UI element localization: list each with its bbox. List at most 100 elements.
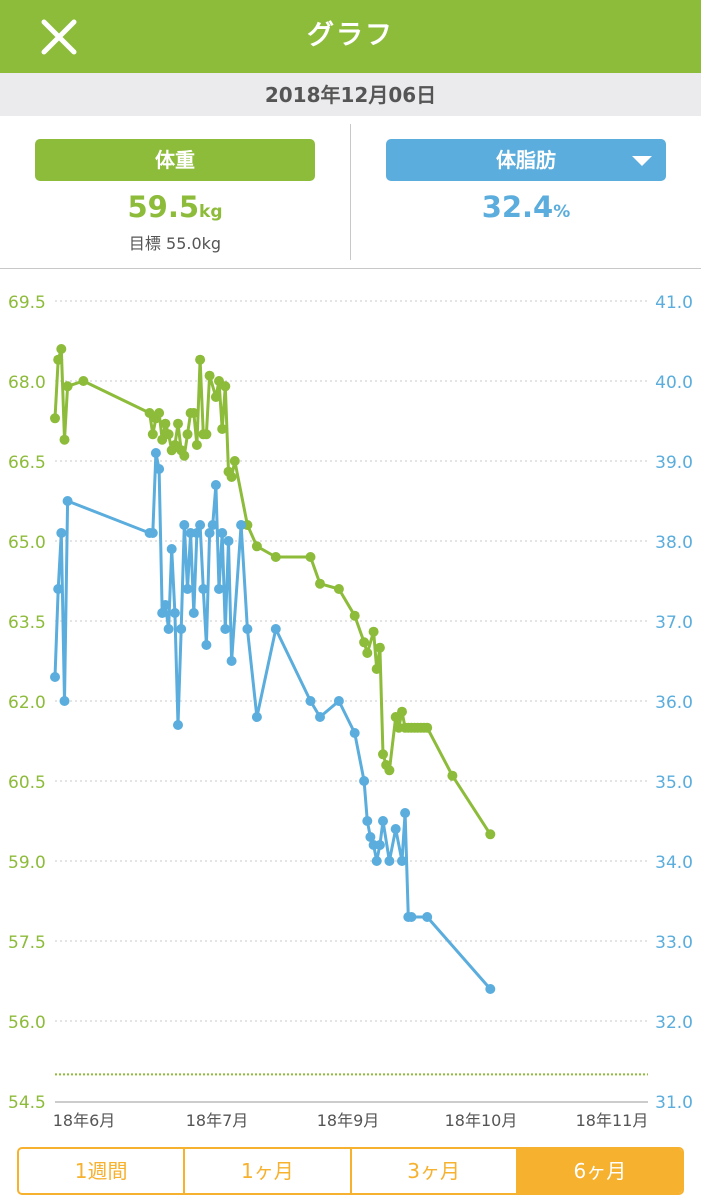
bodyfat-value: 32.4% (351, 190, 701, 224)
weight-data-point (160, 418, 171, 429)
bodyfat-data-point (400, 808, 411, 818)
weight-data-point (56, 344, 67, 354)
bodyfat-data-point (236, 520, 247, 530)
weight-data-point (270, 552, 281, 562)
y-right-tick-label: 37.0 (655, 613, 693, 633)
close-icon (41, 19, 77, 55)
bodyfat-data-point (349, 728, 360, 738)
weight-data-point (378, 749, 388, 760)
y-right-tick-label: 38.0 (655, 533, 693, 553)
weight-data-point (201, 429, 212, 440)
bodyfat-data-point (50, 672, 60, 682)
y-right-tick-label: 34.0 (655, 853, 693, 873)
y-right-tick-label: 35.0 (655, 773, 693, 793)
bodyfat-data-point (220, 624, 231, 634)
weight-data-point (251, 541, 262, 552)
weight-unit: kg (199, 202, 223, 222)
tab-6-months[interactable]: 6ヶ月 (517, 1149, 682, 1193)
x-tick-label: 18年10月 (445, 1111, 518, 1130)
weight-data-point (333, 584, 344, 594)
bodyfat-data-point (204, 528, 215, 538)
y-left-tick-label: 62.0 (8, 693, 46, 713)
y-right-tick-label: 32.0 (655, 1013, 693, 1033)
bodyfat-data-point (210, 480, 221, 490)
date-bar: 2018年12月06日 (0, 73, 701, 116)
bodyfat-data-point (150, 448, 161, 458)
weight-data-point (195, 354, 206, 365)
bodyfat-data-point (53, 584, 64, 594)
y-left-tick-label: 65.0 (8, 533, 46, 553)
y-left-tick-label: 68.0 (8, 373, 46, 393)
panel-divider (350, 124, 351, 260)
weight-data-point (362, 648, 373, 658)
bodyfat-data-point (217, 528, 228, 538)
bodyfat-data-point (359, 776, 370, 786)
bodyfat-data-point (173, 720, 183, 730)
close-button[interactable] (38, 16, 80, 58)
bodyfat-data-point (422, 912, 433, 922)
weight-data-point (422, 722, 433, 733)
y-left-tick-label: 66.5 (8, 453, 46, 473)
weight-data-point (371, 664, 382, 674)
bodyfat-data-point (270, 624, 281, 634)
weight-data-point (53, 354, 64, 365)
bodyfat-data-point (157, 608, 168, 618)
section-divider (0, 268, 701, 269)
bodyfat-data-point (179, 520, 190, 530)
y-right-tick-label: 36.0 (655, 693, 693, 713)
bodyfat-data-point (166, 544, 177, 554)
bodyfat-data-point (198, 584, 209, 594)
bodyfat-data-point (195, 520, 206, 530)
y-right-tick-label: 40.0 (655, 373, 693, 393)
y-left-tick-label: 59.0 (8, 853, 46, 873)
bodyfat-data-point (59, 696, 70, 706)
weight-data-point (59, 434, 70, 445)
bodyfat-data-point (207, 520, 218, 530)
y-left-tick-label: 69.5 (8, 293, 46, 313)
weight-data-point (50, 413, 60, 424)
weight-data-point (384, 765, 395, 776)
weight-data-point (154, 408, 165, 418)
bodyfat-data-point (315, 712, 325, 722)
x-tick-label: 18年9月 (317, 1111, 380, 1130)
y-left-tick-label: 54.5 (8, 1093, 46, 1113)
weight-bodyfat-chart: 69.5 41.0 68.0 40.0 66.5 39.0 65.0 38.0 63.5 37.0… (8, 293, 693, 1130)
x-tick-label: 18年6月 (53, 1111, 116, 1130)
bodyfat-data-point (188, 608, 199, 618)
weight-data-point (229, 456, 240, 466)
weight-value: 59.5kg (0, 190, 350, 224)
bodyfat-panel: 体脂肪 32.4% (351, 116, 701, 268)
bodyfat-data-point (485, 984, 496, 994)
bodyfat-selector-button[interactable]: 体脂肪 (386, 139, 666, 181)
bodyfat-selector-label: 体脂肪 (496, 148, 556, 172)
y-right-tick-label: 39.0 (655, 453, 693, 473)
bodyfat-data-point (371, 856, 382, 866)
weight-data-point (220, 381, 231, 392)
period-tabs: 1週間 1ヶ月 3ヶ月 6ヶ月 (17, 1147, 684, 1195)
chevron-down-icon (632, 156, 652, 166)
weight-selector-button[interactable]: 体重 (35, 139, 315, 181)
bodyfat-data-point (223, 536, 234, 546)
y-left-tick-label: 60.5 (8, 773, 46, 793)
x-tick-label: 18年11月 (576, 1111, 649, 1130)
y-right-tick-label: 41.0 (655, 293, 693, 313)
bodyfat-data-point (163, 624, 174, 634)
bodyfat-data-point (160, 600, 171, 610)
bodyfat-data-point (56, 528, 67, 538)
weight-data-point (188, 408, 199, 418)
bodyfat-series-line (53, 451, 492, 990)
bodyfat-data-point (384, 856, 395, 866)
weight-data-point (447, 770, 458, 781)
bodyfat-data-point (191, 528, 202, 538)
bodyfat-data-point (182, 584, 193, 594)
weight-target: 目標 55.0kg (128, 234, 222, 253)
tab-1-week[interactable]: 1週間 (19, 1149, 186, 1193)
y-left-tick-label: 56.0 (8, 1013, 46, 1033)
bodyfat-data-point (365, 832, 376, 842)
bodyfat-data-point (201, 640, 212, 650)
weight-number: 59.5 (127, 190, 200, 224)
tab-1-month[interactable]: 1ヶ月 (185, 1149, 352, 1193)
weight-data-point (163, 429, 174, 440)
weight-data-point (191, 440, 202, 450)
tab-3-months[interactable]: 3ヶ月 (352, 1149, 518, 1193)
